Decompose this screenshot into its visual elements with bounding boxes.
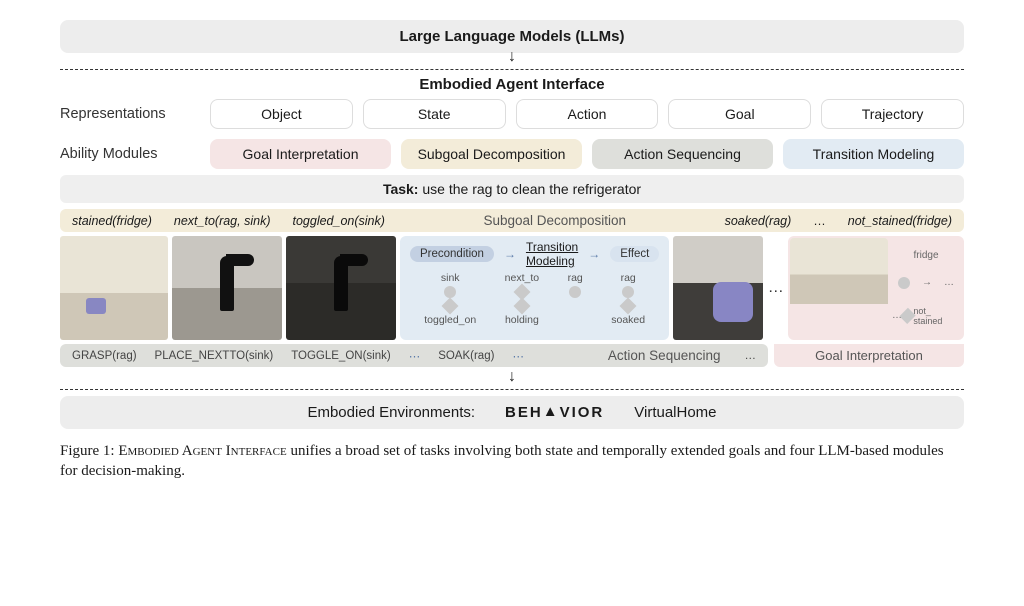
environments-bar: Embodied Environments: BEH▲VIOR VirtualH… [60,396,964,429]
thumbnail-stained-fridge [60,236,168,340]
effect-chip: Effect [610,246,659,262]
rep-goal: Goal [668,99,811,129]
abilities-label: Ability Modules [60,146,200,162]
interface-title: Embodied Agent Interface [60,76,964,93]
goal-node-fridge: fridge [892,250,960,261]
rep-state: State [363,99,506,129]
ability-transition-modeling: Transition Modeling [783,139,964,169]
thumbnail-sink-on [286,236,396,340]
task-prefix: Task: [383,181,422,197]
faucet-icon [334,256,348,311]
subgoal-2: toggled_on(sink) [292,214,384,228]
precondition-chip: Precondition [410,246,494,262]
subgoal-1: next_to(rag, sink) [174,214,271,228]
subgoal-label: Subgoal Decomposition [407,213,703,228]
ability-goal-interpretation: Goal Interpretation [210,139,391,169]
action-bar: GRASP(rag) PLACE_NEXTTO(sink) TOGGLE_ON(… [60,344,768,367]
transition-box: Precondition → Transition Modeling → Eff… [400,236,669,340]
faucet-icon [220,256,234,311]
gallery: Precondition → Transition Modeling → Eff… [60,236,964,340]
subgoal-ellipsis: … [813,214,826,228]
thumbnail-sink-off [172,236,282,340]
transition-title: Transition Modeling [526,240,578,268]
action-0: GRASP(rag) [72,350,137,362]
thumbnail-clean-fridge [790,238,888,304]
arrow-down-icon: ↓ [60,51,964,63]
action-3: SOAK(rag) [438,350,494,362]
task-text: use the rag to clean the refrigerator [422,181,641,197]
arrow-down-icon: ↓ [60,371,964,383]
ability-subgoal-decomposition: Subgoal Decomposition [401,139,582,169]
divider [60,69,964,70]
subgoal-0: stained(fridge) [72,214,152,228]
rep-trajectory: Trajectory [821,99,964,129]
caption-smallcaps: Embodied Agent Interface [118,443,286,459]
action-1: PLACE_NEXTTO(sink) [155,350,274,362]
thumbnail-soaked-rag [673,236,763,340]
ability-action-sequencing: Action Sequencing [592,139,773,169]
abilities-row: Ability Modules Goal Interpretation Subg… [60,139,964,169]
transition-graph: sinktoggled_on next_toholding rag ragsoa… [410,272,659,326]
action-ellipsis: … [745,350,757,362]
figure-caption: Figure 1: Embodied Agent Interface unifi… [60,441,964,482]
env-prefix: Embodied Environments: [307,404,475,421]
representations-label: Representations [60,106,200,122]
subgoal-bar: stained(fridge) next_to(rag, sink) toggl… [60,209,964,232]
task-bar: Task: use the rag to clean the refrigera… [60,175,964,203]
subgoal-3: soaked(rag) [725,214,792,228]
goal-interpretation-label: Goal Interpretation [774,344,964,367]
representations-row: Representations Object State Action Goal… [60,99,964,129]
action-label: Action Sequencing [608,348,721,363]
behavior-logo: BEH▲VIOR [505,404,604,421]
ellipsis-icon: … [767,279,784,297]
action-2: TOGGLE_ON(sink) [291,350,390,362]
goal-node-not-stained: not_ stained [913,306,960,326]
virtualhome-label: VirtualHome [634,404,716,421]
rep-action: Action [516,99,659,129]
subgoal-4: not_stained(fridge) [848,214,952,228]
rep-object: Object [210,99,353,129]
caption-fig: Figure 1: [60,443,118,459]
goal-box: fridge →… …not_ stained [788,236,964,340]
divider [60,389,964,390]
